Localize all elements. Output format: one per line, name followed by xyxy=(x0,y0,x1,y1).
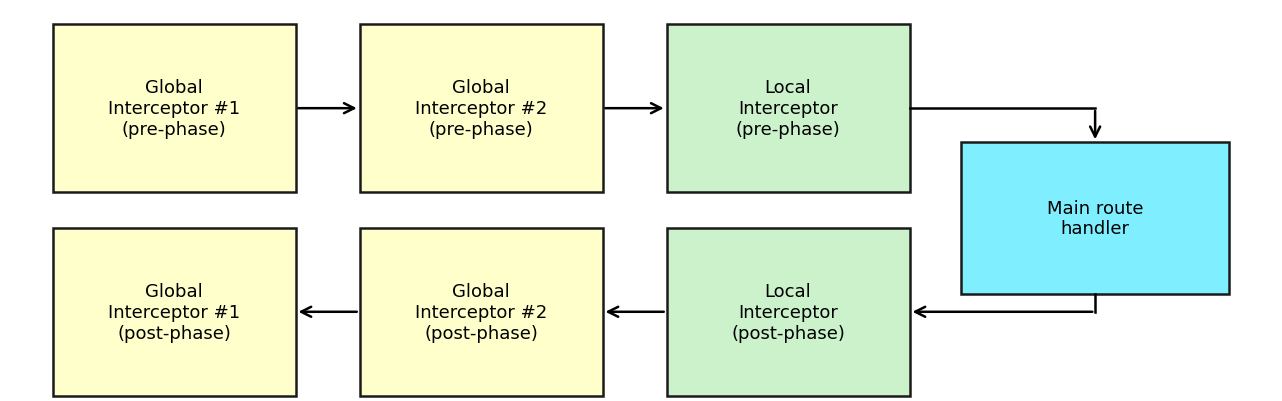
Bar xyxy=(53,229,296,396)
Text: Local
Interceptor
(post-phase): Local Interceptor (post-phase) xyxy=(731,282,845,342)
Bar xyxy=(359,229,603,396)
Text: Main route
handler: Main route handler xyxy=(1047,199,1144,238)
Bar xyxy=(359,25,603,192)
Bar xyxy=(960,143,1229,294)
Bar xyxy=(667,229,910,396)
Text: Global
Interceptor #1
(post-phase): Global Interceptor #1 (post-phase) xyxy=(108,282,240,342)
Text: Global
Interceptor #1
(pre-phase): Global Interceptor #1 (pre-phase) xyxy=(108,79,240,139)
Text: Local
Interceptor
(pre-phase): Local Interceptor (pre-phase) xyxy=(736,79,841,139)
Text: Global
Interceptor #2
(pre-phase): Global Interceptor #2 (pre-phase) xyxy=(415,79,547,139)
Text: Global
Interceptor #2
(post-phase): Global Interceptor #2 (post-phase) xyxy=(415,282,547,342)
Bar xyxy=(53,25,296,192)
Bar xyxy=(667,25,910,192)
